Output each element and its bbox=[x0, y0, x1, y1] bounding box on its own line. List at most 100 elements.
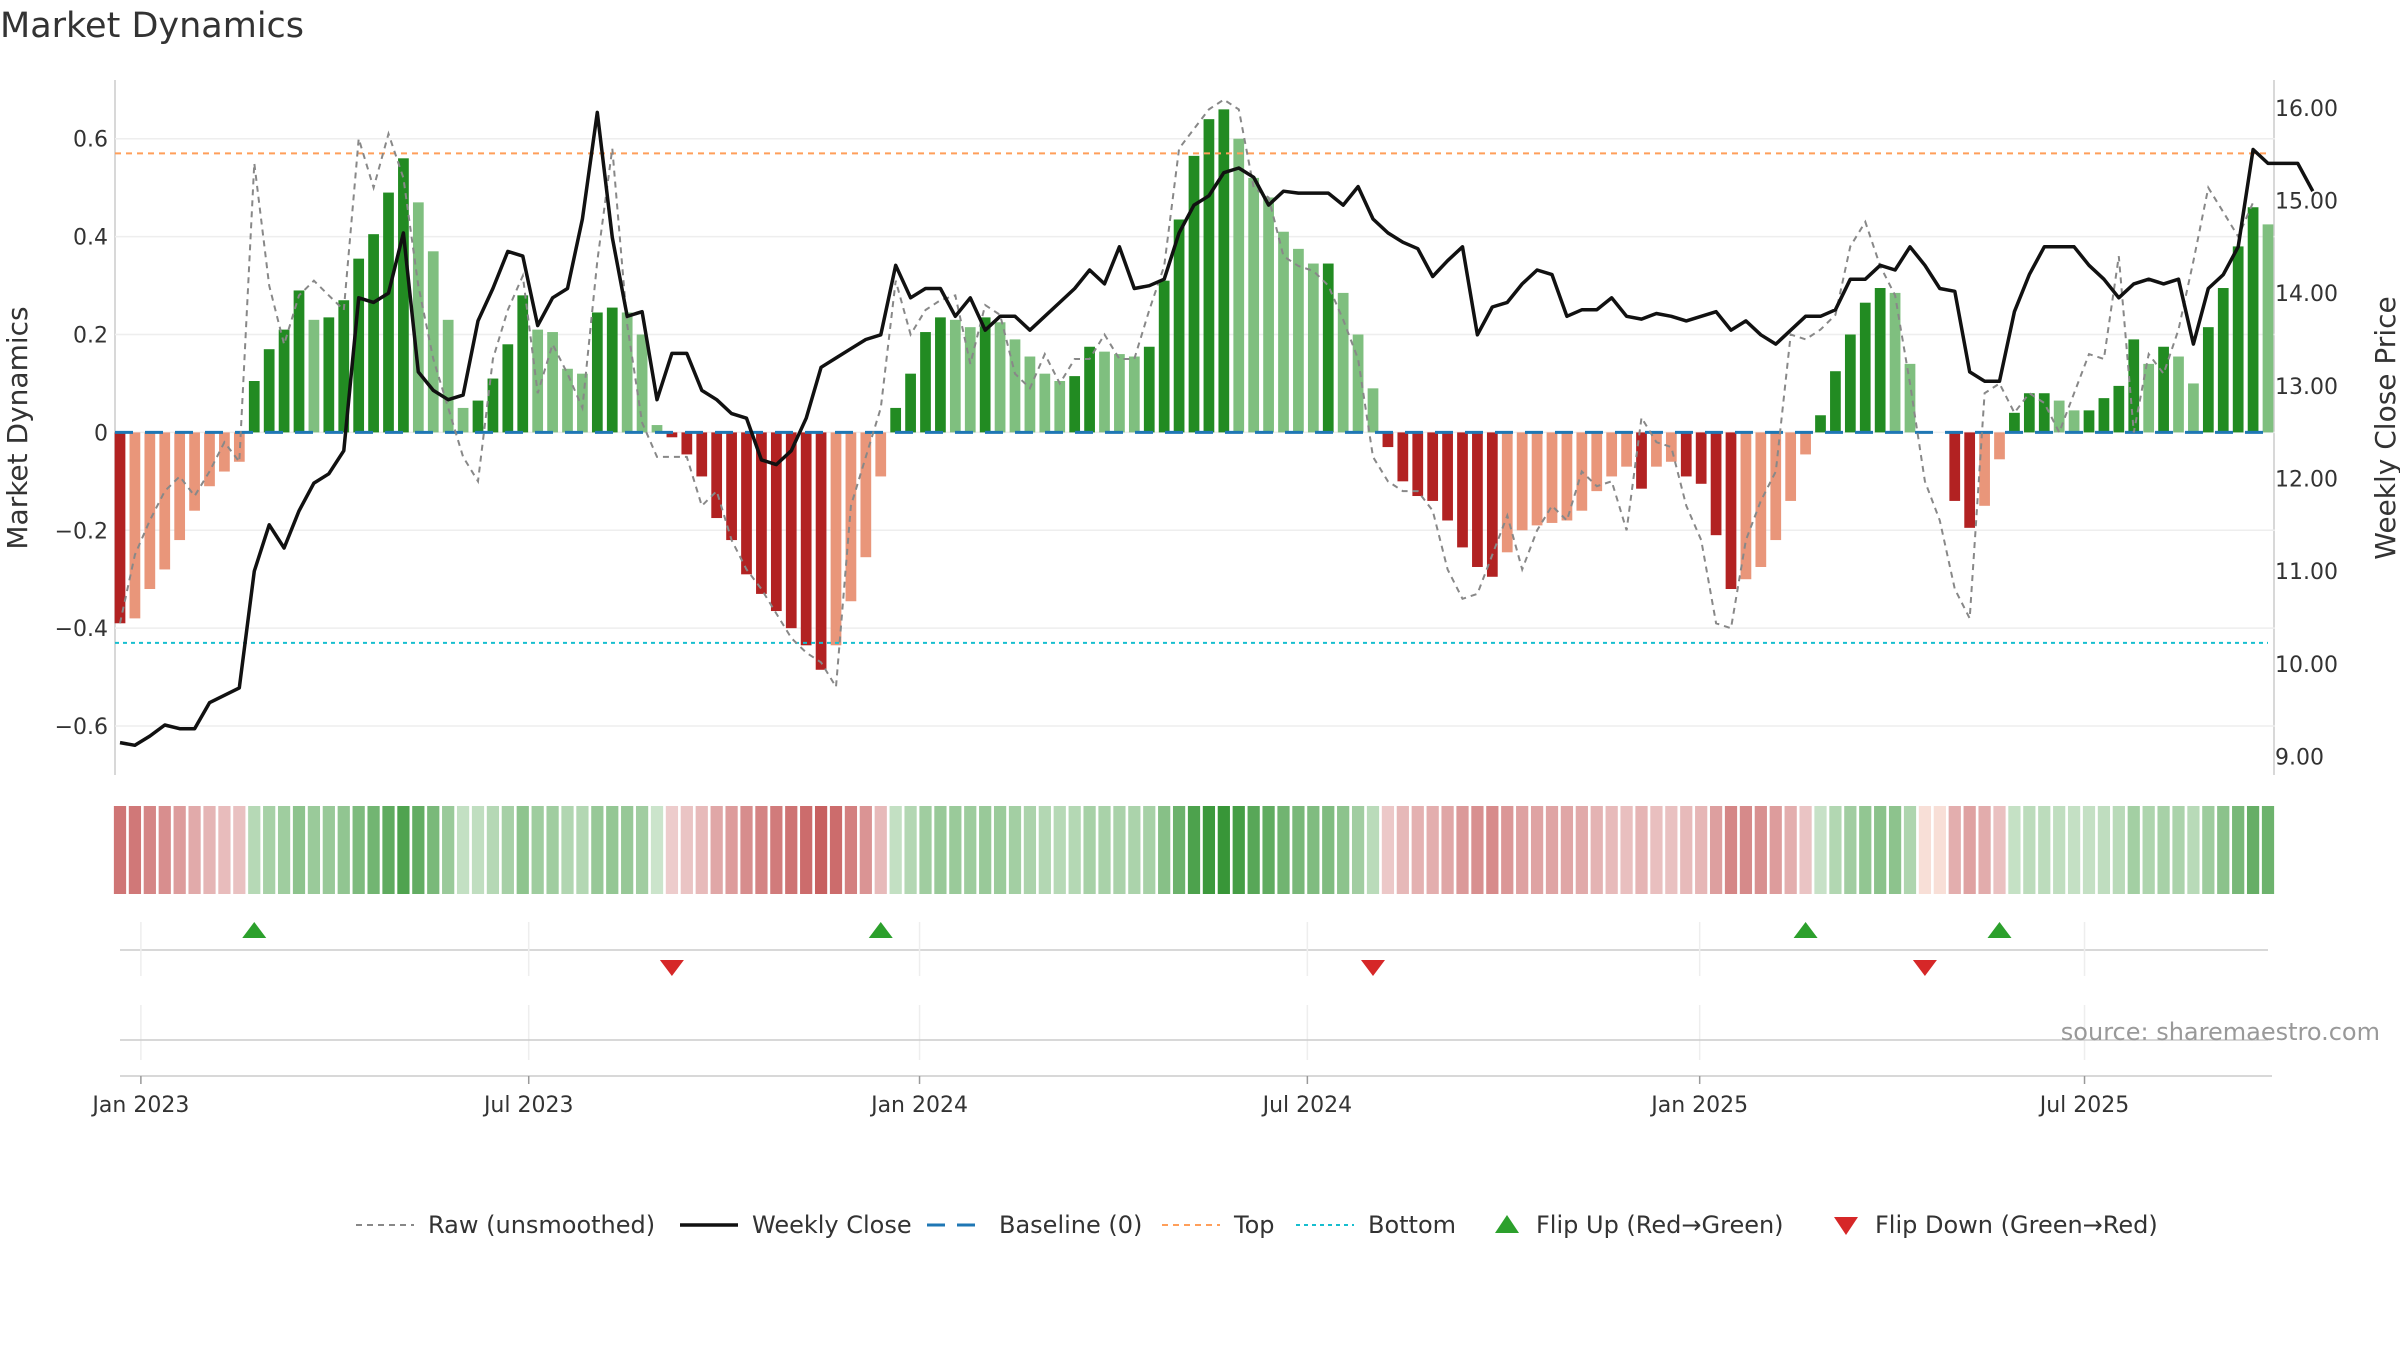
dynamics-bar bbox=[144, 432, 156, 590]
dynamics-bar bbox=[920, 332, 931, 433]
dynamics-bar bbox=[2068, 410, 2080, 433]
dynamics-bar bbox=[1114, 354, 1125, 433]
heat-strip-cell bbox=[128, 806, 142, 894]
heat-strip-cell bbox=[501, 806, 514, 894]
heat-strip-cell bbox=[979, 806, 992, 894]
dynamics-bar bbox=[1278, 231, 1289, 433]
heat-strip-cell bbox=[1918, 806, 1932, 894]
y2-tick-label: 14.00 bbox=[2275, 282, 2338, 307]
dynamics-bar bbox=[2113, 385, 2125, 433]
dynamics-bar bbox=[1994, 432, 2005, 460]
heat-strip-cell bbox=[934, 806, 947, 894]
heat-strip-cell bbox=[2232, 806, 2245, 894]
legend-label: Flip Up (Red→Green) bbox=[1536, 1211, 1784, 1239]
dynamics-bar bbox=[2038, 393, 2050, 433]
dynamics-bar bbox=[1337, 292, 1349, 433]
dynamics-bar bbox=[1054, 381, 1066, 433]
heat-strip-cell bbox=[2172, 806, 2185, 894]
heat-strip-cell bbox=[203, 806, 216, 894]
heat-strip-cell bbox=[1396, 806, 1409, 894]
heat-strip-cell bbox=[561, 806, 574, 894]
legend-label: Flip Down (Green→Red) bbox=[1875, 1211, 2158, 1239]
heat-strip-cell bbox=[1292, 806, 1305, 894]
heat-strip-cell bbox=[1277, 806, 1290, 894]
heat-strip-cell bbox=[352, 806, 365, 894]
dynamics-bar bbox=[263, 349, 275, 433]
heat-strip-cell bbox=[1620, 806, 1633, 894]
heat-strip-cell bbox=[412, 806, 425, 894]
heat-strip-cell bbox=[874, 806, 887, 894]
dynamics-bar bbox=[1516, 432, 1528, 531]
heat-strip-cell bbox=[1993, 806, 2006, 894]
y2-tick-label: 16.00 bbox=[2275, 97, 2338, 122]
heat-strip-cell bbox=[337, 806, 350, 894]
heat-strip-cell bbox=[1963, 806, 1976, 894]
x-tick-label: Jan 2025 bbox=[1649, 1093, 1748, 1118]
dynamics-bar bbox=[726, 432, 737, 541]
dynamics-bar bbox=[1859, 302, 1871, 433]
heat-strip-cell bbox=[2202, 806, 2215, 894]
heat-strip-cell bbox=[1665, 806, 1678, 894]
heat-strip-cell bbox=[1754, 806, 1767, 894]
dynamics-bar bbox=[979, 317, 991, 433]
heat-strip-cell bbox=[1456, 806, 1469, 894]
dynamics-bar bbox=[1501, 432, 1513, 553]
heat-strip-cell bbox=[814, 806, 828, 894]
heat-strip-cell bbox=[2217, 806, 2230, 894]
dynamics-bar bbox=[472, 400, 484, 433]
dynamics-bar bbox=[1442, 432, 1453, 521]
heat-strip-cell bbox=[531, 806, 544, 894]
dynamics-bar bbox=[1740, 432, 1752, 580]
heat-strip-cell bbox=[1068, 806, 1081, 894]
heat-strip-cell bbox=[2008, 806, 2021, 894]
heat-strip-cell bbox=[143, 806, 156, 894]
dynamics-bar bbox=[1680, 432, 1692, 477]
heat-strip-cell bbox=[218, 806, 231, 894]
dynamics-bar bbox=[1427, 432, 1439, 501]
dynamics-bar bbox=[1606, 432, 1618, 477]
dynamics-bar bbox=[547, 332, 558, 433]
heat-strip-cell bbox=[829, 806, 843, 894]
heat-strip-cell bbox=[1008, 806, 1022, 894]
dynamics-bar bbox=[1293, 248, 1304, 433]
dynamics-bar bbox=[1949, 432, 1961, 501]
heat-strip-cell bbox=[785, 806, 798, 894]
dynamics-bar bbox=[442, 319, 454, 433]
dynamics-bar bbox=[890, 407, 902, 433]
heat-strip-cell bbox=[606, 806, 619, 894]
dynamics-bar bbox=[681, 432, 693, 455]
dynamics-bar bbox=[1904, 363, 1916, 433]
dynamics-bar bbox=[666, 432, 678, 438]
dynamics-bar bbox=[696, 432, 708, 477]
heat-strip-cell bbox=[1411, 806, 1424, 894]
heat-strip-cell bbox=[889, 806, 902, 894]
dynamics-bar bbox=[2262, 224, 2274, 433]
dynamics-bar bbox=[114, 432, 126, 624]
heat-strip-cell bbox=[1202, 806, 1216, 894]
heat-strip-cell bbox=[248, 806, 261, 894]
y2-tick-label: 15.00 bbox=[2275, 189, 2338, 214]
dynamics-bar bbox=[219, 432, 230, 472]
heat-strip-cell bbox=[1814, 806, 1827, 894]
heat-strip-cell bbox=[382, 806, 395, 894]
dynamics-bar bbox=[1322, 263, 1334, 433]
flip-down-marker bbox=[659, 960, 684, 976]
dynamics-bar bbox=[651, 425, 663, 433]
dynamics-bar bbox=[1621, 432, 1632, 467]
dynamics-bar bbox=[2083, 410, 2095, 433]
dynamics-bar bbox=[2188, 383, 2199, 433]
heat-strip-cell bbox=[277, 806, 291, 894]
heat-strip-cell bbox=[740, 806, 753, 894]
heat-strip-cell bbox=[964, 806, 977, 894]
chart-title: Market Dynamics bbox=[0, 6, 305, 46]
dynamics-bar bbox=[1830, 371, 1841, 433]
x-tick-label: Jul 2023 bbox=[482, 1093, 574, 1118]
heat-strip-cell bbox=[1829, 806, 1842, 894]
dynamics-bar bbox=[398, 158, 409, 433]
legend-label: Weekly Close bbox=[752, 1211, 912, 1239]
heat-strip-cell bbox=[2038, 806, 2051, 894]
dynamics-bar bbox=[1725, 432, 1737, 590]
heat-strip-cell bbox=[1083, 806, 1096, 894]
dynamics-bar bbox=[2173, 356, 2184, 433]
y2-tick-label: 13.00 bbox=[2275, 375, 2338, 400]
